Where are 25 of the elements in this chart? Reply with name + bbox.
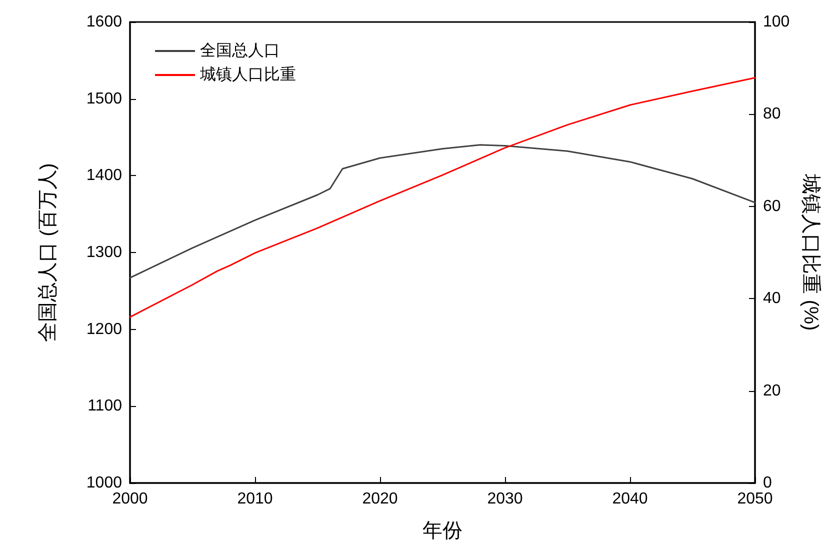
y-tick-label: 1600: [86, 14, 122, 30]
legend-label: 全国总人口: [200, 42, 280, 60]
y-tick-label: 1100: [88, 398, 122, 415]
y2-tick-label: 60: [763, 198, 781, 215]
x-tick-label: 2050: [737, 490, 773, 508]
y2-axis-title: 城镇人口比重 (%): [800, 173, 822, 331]
y-tick-label: 1400: [86, 167, 122, 184]
x-tick-label: 2000: [112, 490, 148, 508]
y2-tick-label: 0: [763, 474, 772, 492]
y-tick-label: 1200: [86, 320, 122, 338]
y2-tick-label: 100: [763, 14, 790, 30]
x-tick-label: 2020: [362, 490, 398, 508]
y2-tick-label: 40: [763, 290, 781, 308]
x-axis-title: 年份: [422, 520, 462, 542]
y2-tick-label: 20: [763, 382, 781, 400]
y-tick-label: 1500: [86, 90, 122, 108]
x-tick-label: 2010: [237, 490, 273, 508]
x-tick-label: 2030: [487, 490, 523, 508]
y-tick-label: 1300: [86, 244, 122, 261]
line-series: [129, 144, 756, 279]
x-tick-label: 2040: [612, 490, 648, 508]
y-tick-label: 1000: [86, 474, 122, 492]
legend-label: 城镇人口比重: [199, 66, 296, 84]
y-axis-title: 全国总人口 (百万人): [37, 163, 59, 342]
y2-tick-label: 80: [763, 106, 781, 123]
